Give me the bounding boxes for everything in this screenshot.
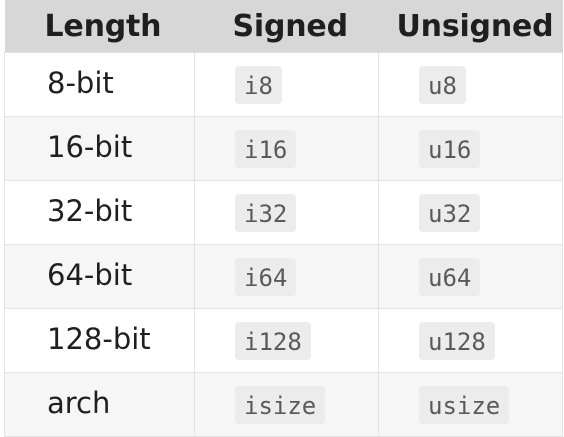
header-row: Length Signed Unsigned [4, 0, 563, 53]
table-row: 64-bit i64 u64 [4, 244, 563, 309]
unsigned-type-code: u64 [419, 257, 481, 296]
unsigned-cell: u16 [378, 116, 563, 181]
unsigned-type-code: u128 [419, 321, 495, 360]
table-row: 32-bit i32 u32 [4, 180, 563, 245]
signed-type-code: i128 [235, 321, 311, 360]
signed-type-code: isize [235, 385, 326, 424]
signed-type-code: i16 [235, 129, 297, 168]
signed-cell: i8 [194, 52, 379, 117]
length-cell: 128-bit [4, 308, 195, 373]
signed-type-code: i64 [235, 257, 297, 296]
signed-type-code: i8 [235, 65, 282, 104]
length-cell: arch [4, 372, 195, 437]
header-signed: Signed [194, 0, 379, 53]
length-cell: 16-bit [4, 116, 195, 181]
unsigned-type-code: u16 [419, 129, 481, 168]
table-row: arch isize usize [4, 372, 563, 437]
unsigned-cell: u64 [378, 244, 563, 309]
unsigned-cell: usize [378, 372, 563, 437]
signed-cell: i16 [194, 116, 379, 181]
table-row: 8-bit i8 u8 [4, 52, 563, 117]
unsigned-cell: u32 [378, 180, 563, 245]
header-length: Length [4, 0, 195, 53]
signed-cell: i64 [194, 244, 379, 309]
table-row: 16-bit i16 u16 [4, 116, 563, 181]
unsigned-type-code: usize [419, 385, 510, 424]
table-header: Length Signed Unsigned [4, 0, 563, 53]
signed-cell: i32 [194, 180, 379, 245]
length-cell: 8-bit [4, 52, 195, 117]
length-cell: 64-bit [4, 244, 195, 309]
length-cell: 32-bit [4, 180, 195, 245]
unsigned-type-code: u8 [419, 65, 466, 104]
table-row: 128-bit i128 u128 [4, 308, 563, 373]
signed-cell: i128 [194, 308, 379, 373]
signed-cell: isize [194, 372, 379, 437]
signed-type-code: i32 [235, 193, 297, 232]
header-unsigned: Unsigned [378, 0, 563, 53]
unsigned-type-code: u32 [419, 193, 481, 232]
unsigned-cell: u128 [378, 308, 563, 373]
unsigned-cell: u8 [378, 52, 563, 117]
integer-types-table: Length Signed Unsigned 8-bit i8 u8 16-bi… [4, 0, 563, 437]
table-body: 8-bit i8 u8 16-bit i16 u16 32-bit i32 u3… [4, 52, 563, 437]
